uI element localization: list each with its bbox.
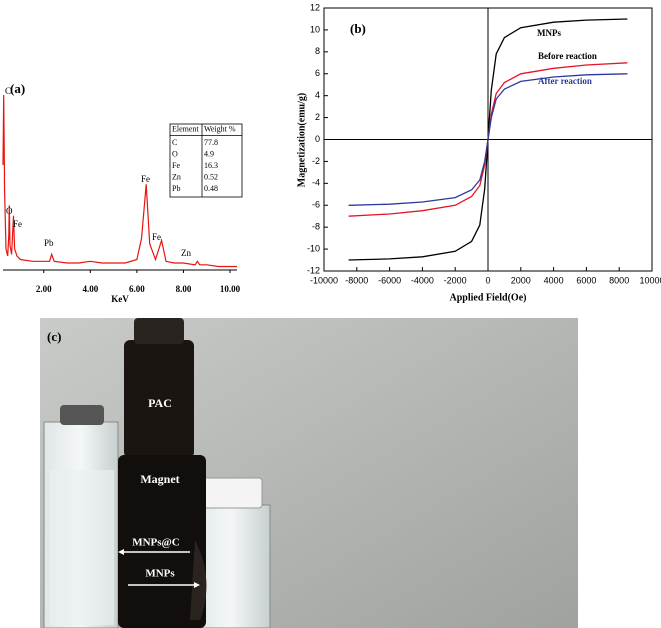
x-tick-label: 2.00	[36, 284, 52, 294]
x-tick-label: 10000	[639, 275, 661, 285]
legend-label: After reaction	[538, 76, 592, 86]
table-cell: 0.52	[204, 173, 218, 182]
x-tick-label: 2000	[511, 275, 531, 285]
x-tick-label: 4000	[544, 275, 564, 285]
y-tick-label: 12	[310, 2, 320, 12]
table-frame	[169, 123, 243, 198]
arrow-head	[194, 582, 200, 588]
magnetization-curve	[348, 73, 628, 206]
x-tick-label: 8000	[609, 275, 629, 285]
panel-label: (a)	[10, 81, 25, 96]
y-tick-label: 4	[315, 90, 320, 100]
legend-label: Before reaction	[538, 51, 597, 61]
y-tick-label: 0	[315, 134, 320, 144]
legend-label: MNPs	[537, 28, 561, 38]
x-tick-label: 6000	[576, 275, 596, 285]
arrow-head	[118, 549, 124, 555]
liquid	[50, 470, 114, 625]
peak-label: O	[6, 206, 13, 216]
spectrum	[2, 94, 237, 268]
photo-label: PAC	[148, 396, 172, 410]
y-tick-label: -12	[307, 265, 320, 275]
y-axis-label: Magnetization(emu/g)	[296, 93, 307, 187]
table-header: Element	[172, 125, 199, 134]
vial-cap	[199, 477, 263, 509]
x-tick-label: 6.00	[129, 284, 145, 294]
x-tick-label: -4000	[411, 275, 434, 285]
panel-label: (b)	[350, 21, 366, 36]
vial-cap	[134, 318, 184, 344]
table-cell: Zn	[172, 173, 181, 182]
peak-label: Zn	[181, 248, 191, 258]
x-tick-label: -2000	[444, 275, 467, 285]
x-tick-label: 4.00	[82, 284, 98, 294]
peak-label: Fe	[13, 219, 22, 229]
table-cell: 16.3	[204, 161, 218, 170]
table-cell: 77.8	[204, 138, 218, 147]
table-cell: 4.9	[204, 150, 214, 159]
x-tick-label: -6000	[378, 275, 401, 285]
y-tick-label: -4	[312, 178, 320, 188]
y-tick-label: -8	[312, 222, 320, 232]
peak-label: C	[5, 86, 11, 96]
x-tick-label: -10000	[310, 275, 338, 285]
x-axis-label: Applied Field(Oe)	[450, 292, 527, 303]
y-tick-label: -2	[312, 156, 320, 166]
x-tick-label: 10.00	[220, 284, 241, 294]
y-tick-label: 2	[315, 112, 320, 122]
y-tick-label: 6	[315, 68, 320, 78]
y-tick-label: -6	[312, 200, 320, 210]
photo-label: Magnet	[140, 472, 179, 486]
photo-label: MNPs@C	[132, 537, 180, 549]
y-tick-label: 8	[315, 46, 320, 56]
peak-label: Fe	[141, 174, 150, 184]
photo: (c) PAC Magnet MNPs@C MNPs	[40, 318, 578, 628]
pac-vial	[124, 340, 194, 458]
photo-label: MNPs	[145, 568, 175, 580]
vial-cap	[60, 405, 104, 425]
peak-label: Pb	[44, 238, 54, 248]
panel-label: (c)	[47, 329, 61, 344]
mnps-deposit	[190, 540, 207, 620]
peak-label: Fe	[152, 232, 161, 242]
table-cell: Pb	[172, 184, 180, 193]
table-cell: C	[172, 138, 177, 147]
x-tick-label: 0	[485, 275, 490, 285]
table-cell: 0.48	[204, 184, 218, 193]
y-tick-label: 10	[310, 24, 320, 34]
table-cell: O	[172, 150, 178, 159]
y-tick-label: -10	[307, 243, 320, 253]
x-tick-label: 8.00	[176, 284, 192, 294]
x-axis-label: KeV	[111, 294, 129, 304]
table-header: Weight %	[204, 125, 236, 134]
table-cell: Fe	[172, 161, 180, 170]
x-tick-label: -8000	[345, 275, 368, 285]
